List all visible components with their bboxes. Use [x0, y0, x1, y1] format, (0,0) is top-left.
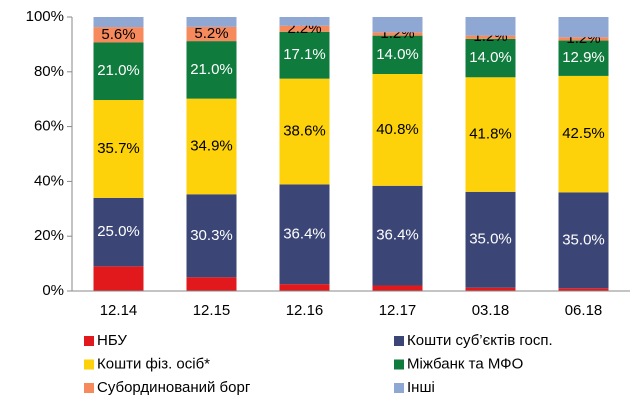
legend-swatch [394, 336, 404, 346]
bar-segment [93, 42, 144, 101]
bar-segment [279, 31, 330, 79]
x-tick-label: 12.17 [379, 302, 417, 319]
data-label: 14.0% [376, 46, 419, 63]
data-label: 21.0% [190, 61, 233, 78]
bar-segment [93, 27, 144, 43]
y-tick-label: 0% [42, 282, 64, 299]
data-label: 14.0% [469, 49, 512, 66]
data-label: 25.0% [97, 223, 140, 240]
legend-label: Кошти фіз. осіб* [97, 355, 210, 372]
x-tick-label: 12.14 [100, 302, 138, 319]
y-tick-label: 20% [34, 227, 64, 244]
y-tick-label: 40% [34, 172, 64, 189]
x-tick-label: 03.18 [472, 302, 510, 319]
y-tick-label: 60% [34, 118, 64, 135]
legend-label: Кошти суб’єктів госп. [407, 332, 553, 349]
bar-segment [279, 25, 330, 32]
data-label: 38.6% [283, 123, 326, 140]
bar-segment [93, 197, 144, 267]
legend-label: Міжбанк та МФО [407, 355, 523, 372]
bar-segment [465, 35, 516, 39]
bar-segment [279, 284, 330, 291]
legend-swatch [84, 359, 94, 370]
bar-segment [186, 194, 237, 278]
bar-segment [186, 277, 237, 291]
bar-segment [465, 287, 516, 291]
data-label: 12.9% [562, 49, 605, 66]
data-label: 42.5% [562, 125, 605, 142]
data-label: 36.4% [283, 225, 326, 242]
x-tick-label: 12.16 [286, 302, 324, 319]
legend-swatch [84, 383, 94, 393]
bar-segment [186, 26, 237, 42]
bar-segment [372, 285, 423, 291]
bar-segment [558, 40, 609, 76]
data-label: 35.0% [469, 231, 512, 248]
legend-label: НБУ [97, 332, 127, 349]
x-tick-label: 06.18 [565, 302, 603, 319]
data-label: 35.7% [97, 140, 140, 157]
y-tick-label: 100% [26, 8, 64, 25]
bar-segment [279, 184, 330, 285]
bar-segment [465, 77, 516, 192]
bar-segment [372, 73, 423, 186]
data-label: 35.0% [562, 231, 605, 248]
y-tick-label: 80% [34, 63, 64, 80]
data-label: 41.8% [469, 126, 512, 143]
bar-segment [186, 17, 237, 27]
data-label: 17.1% [283, 46, 326, 63]
data-label: 30.3% [190, 227, 233, 244]
data-label: 21.0% [97, 62, 140, 79]
bar-segment [93, 100, 144, 198]
bar-segment [186, 41, 237, 99]
bar-segment [465, 17, 516, 36]
bar-segment [558, 288, 609, 291]
bar-segment [465, 38, 516, 78]
data-label: 40.8% [376, 121, 419, 138]
data-label: 5.6% [101, 26, 135, 43]
data-label: 36.4% [376, 227, 419, 244]
bar-segment [465, 191, 516, 288]
legend-label: Інші [407, 379, 435, 396]
bar-segment [372, 32, 423, 36]
bar-segment [372, 17, 423, 33]
x-tick-label: 12.15 [193, 302, 231, 319]
data-label: 34.9% [190, 137, 233, 154]
bar-segment [186, 98, 237, 195]
legend-swatch [84, 336, 94, 346]
bar-segment [93, 17, 144, 28]
legend-swatch [394, 359, 404, 370]
bar-segment [558, 17, 609, 38]
bar-segment [372, 185, 423, 286]
legend-label: Субординований борг [97, 379, 251, 396]
bar-segment [372, 35, 423, 74]
bar-segment [558, 192, 609, 289]
bar-segment [558, 75, 609, 193]
bar-segment [93, 266, 144, 291]
bar-segment [279, 17, 330, 26]
legend-swatch [394, 383, 404, 393]
data-label: 5.2% [194, 25, 228, 42]
bar-segment [279, 78, 330, 185]
bar-segment [558, 37, 609, 41]
